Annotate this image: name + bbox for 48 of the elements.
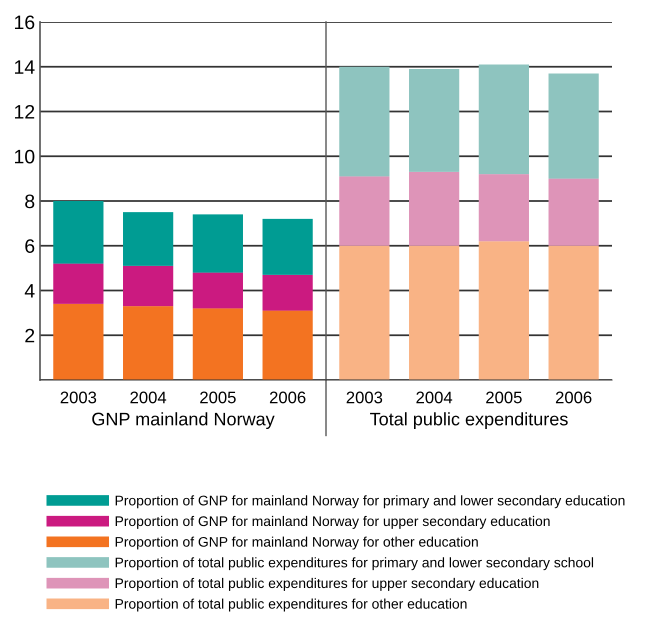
y-tick-label: 2 xyxy=(25,328,34,342)
bar xyxy=(548,246,599,380)
x-tick-label: 2006 xyxy=(270,392,306,404)
bar xyxy=(339,246,390,380)
bar xyxy=(53,264,104,304)
y-tick-label: 14 xyxy=(14,60,35,74)
bar xyxy=(192,272,243,308)
bar xyxy=(262,218,313,275)
bar xyxy=(123,212,174,266)
y-tick-label: 4 xyxy=(24,284,35,298)
legend-label: Proportion of GNP for mainland Norway for upper secondary education xyxy=(116,516,550,529)
y-tick-label: 8 xyxy=(25,194,34,208)
legend-label: Proportion of GNP for mainland Norway for primary and lower secondary education xyxy=(116,495,624,508)
y-tick-label: 10 xyxy=(14,150,34,164)
bar xyxy=(409,68,460,172)
bar xyxy=(409,246,460,380)
bar xyxy=(192,308,243,380)
bar xyxy=(548,73,599,179)
bar xyxy=(478,241,529,380)
x-tick-label: 2004 xyxy=(130,392,166,404)
x-tick-label: 2003 xyxy=(346,392,382,404)
legend-label: Proportion of total public expenditures for other education xyxy=(116,598,466,612)
legend-label: Proportion of total public expenditures for upper secondary education xyxy=(116,578,538,591)
bar xyxy=(123,266,174,306)
bar xyxy=(548,178,599,246)
x-tick-label: 2003 xyxy=(60,392,96,404)
legend-label: Proportion of GNP for mainland Norway for other education xyxy=(116,536,478,550)
bar xyxy=(53,304,104,380)
y-tick-label: 6 xyxy=(25,239,34,253)
x-tick-label: 2005 xyxy=(486,392,522,404)
bar xyxy=(478,64,529,174)
x-tick-label: 2005 xyxy=(200,392,236,404)
bar xyxy=(262,274,313,311)
legend-label: Proportion of total public expenditures for primary and lower secondary school xyxy=(116,557,594,570)
x-axis-title: GNP mainland Norway xyxy=(92,412,275,430)
bar xyxy=(409,172,460,246)
x-tick-label: 2004 xyxy=(416,392,452,404)
bar xyxy=(339,176,390,246)
bar xyxy=(339,66,390,176)
x-tick-label: 2006 xyxy=(556,392,592,404)
bar xyxy=(192,214,243,273)
bar xyxy=(53,201,104,264)
y-tick-label: 16 xyxy=(14,15,34,30)
x-axis-title: Total public expenditures xyxy=(370,412,568,430)
bar xyxy=(478,174,529,242)
y-tick-label: 12 xyxy=(14,104,34,119)
bar xyxy=(123,306,174,380)
bar xyxy=(262,310,313,380)
